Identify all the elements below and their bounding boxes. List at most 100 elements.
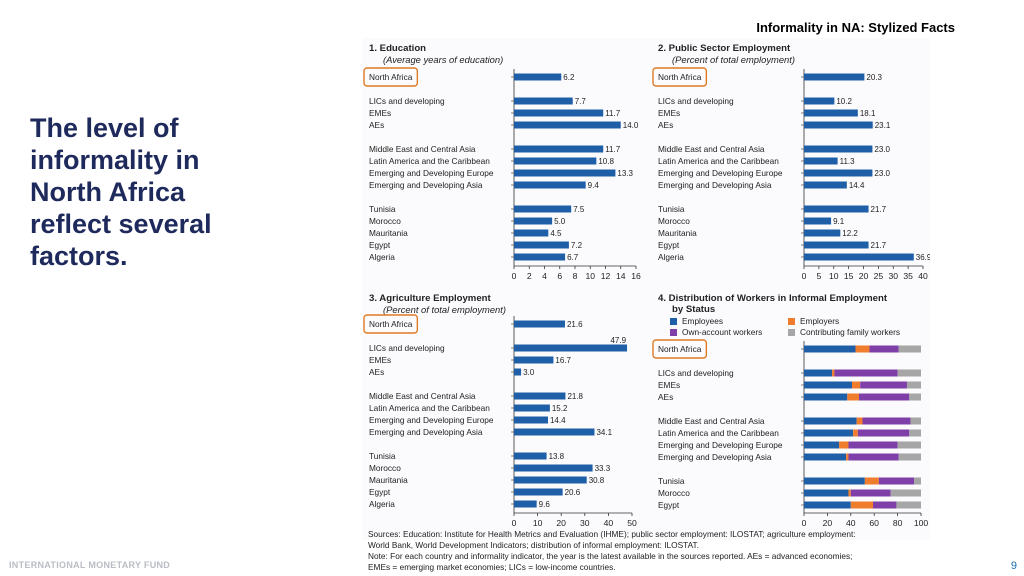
x-tick-label: 0 <box>512 271 517 281</box>
x-tick-label: 15 <box>844 271 854 281</box>
data-label: 13.8 <box>549 452 565 461</box>
headline-line: reflect several <box>30 209 212 239</box>
bar <box>514 392 566 400</box>
x-tick-label: 30 <box>888 271 898 281</box>
bar-own-account-workers <box>862 417 911 425</box>
category-label-north-africa: North Africa <box>369 319 413 329</box>
chart-subtitle: (Percent of total employment) <box>672 54 795 65</box>
legend-swatch-own-account-workers <box>670 329 677 336</box>
data-label: 9.4 <box>588 181 600 190</box>
highlight-box <box>363 67 419 87</box>
x-tick-label: 30 <box>580 518 590 528</box>
category-label-north-africa: North Africa <box>369 72 413 82</box>
bar-employers <box>864 477 879 485</box>
data-label: 12.2 <box>842 229 858 238</box>
bar-employees <box>804 345 856 353</box>
category-label-morocco: Morocco <box>369 216 401 226</box>
bar <box>514 241 569 249</box>
legend-label: Employers <box>800 316 839 326</box>
category-label-emerging-and-developing-europe: Emerging and Developing Europe <box>369 415 494 425</box>
category-label-emerging-and-developing-europe: Emerging and Developing Europe <box>369 168 494 178</box>
data-label: 6.7 <box>567 253 579 262</box>
bar <box>514 356 554 364</box>
bar-employees <box>804 441 840 449</box>
data-label: 7.5 <box>573 205 585 214</box>
chart-title: 2. Public Sector Employment <box>658 43 791 54</box>
x-tick-label: 14 <box>616 271 626 281</box>
bar-contributing-family-workers <box>906 381 921 389</box>
chart-subtitle: (Percent of total employment) <box>383 304 506 315</box>
bar <box>514 344 628 352</box>
bar-contributing-family-workers <box>898 345 921 353</box>
bar-contributing-family-workers <box>897 369 921 377</box>
bar-own-account-workers <box>878 477 914 485</box>
bar <box>514 145 604 153</box>
x-tick-label: 10 <box>829 271 839 281</box>
highlight-box <box>652 339 708 359</box>
data-label: 10.2 <box>836 97 852 106</box>
bar-employers <box>847 393 859 401</box>
bar <box>514 320 565 328</box>
category-label-emes: EMEs <box>369 108 391 118</box>
data-label: 47.9 <box>610 336 626 345</box>
data-label: 7.2 <box>571 241 583 250</box>
bar-contributing-family-workers <box>898 453 921 461</box>
category-label-emerging-and-developing-asia: Emerging and Developing Asia <box>369 427 483 437</box>
bar <box>514 500 537 508</box>
bar-employers <box>853 429 858 437</box>
data-label: 7.7 <box>575 97 587 106</box>
highlight-box <box>652 67 708 87</box>
category-label-emes: EMEs <box>658 108 680 118</box>
legend-swatch-employers <box>788 318 795 325</box>
category-label-algeria: Algeria <box>658 252 684 262</box>
data-label: 33.3 <box>595 464 611 473</box>
bar <box>804 97 835 105</box>
bar <box>514 428 595 436</box>
bar-employees <box>804 489 849 497</box>
data-label: 11.3 <box>840 157 856 166</box>
data-label: 23.1 <box>875 121 891 130</box>
sources-note: Sources: Education: Institute for Health… <box>368 529 928 573</box>
category-label-egypt: Egypt <box>369 240 391 250</box>
bar-employees <box>804 429 854 437</box>
headline-line: The level of <box>30 113 179 143</box>
data-label: 11.7 <box>605 109 621 118</box>
bar-own-account-workers <box>834 369 898 377</box>
bar-own-account-workers <box>858 393 910 401</box>
category-label-mauritania: Mauritania <box>658 228 697 238</box>
chart-title: 3. Agriculture Employment <box>369 293 492 304</box>
sources-line: EMEs = emerging market economies; LICs =… <box>368 562 616 572</box>
bar <box>514 452 547 460</box>
page-number: 9 <box>1010 560 1017 572</box>
data-label: 16.7 <box>555 356 571 365</box>
data-label: 3.0 <box>523 368 535 377</box>
data-label: 11.7 <box>605 145 621 154</box>
x-tick-label: 16 <box>631 271 641 281</box>
category-label-aes: AEs <box>658 120 673 130</box>
bar-own-account-workers <box>869 345 899 353</box>
headline: The level of informality in North Africa… <box>30 112 330 272</box>
category-label-emerging-and-developing-europe: Emerging and Developing Europe <box>658 168 783 178</box>
bar <box>804 217 832 225</box>
bar-employers <box>850 501 874 509</box>
category-label-north-africa: North Africa <box>658 72 702 82</box>
bar <box>514 368 522 376</box>
category-label-latin-america-and-the-caribbean: Latin America and the Caribbean <box>658 428 779 438</box>
sources-line: World Bank, World Development Indicators… <box>368 540 699 550</box>
bar-employers <box>839 441 849 449</box>
bar <box>514 416 548 424</box>
data-label: 10.8 <box>598 157 614 166</box>
data-label: 36.9 <box>916 253 930 262</box>
x-tick-label: 60 <box>869 518 879 528</box>
bar <box>514 464 593 472</box>
category-label-aes: AEs <box>369 120 384 130</box>
category-label-emerging-and-developing-asia: Emerging and Developing Asia <box>658 452 772 462</box>
x-tick-label: 40 <box>918 271 928 281</box>
category-label-morocco: Morocco <box>369 463 401 473</box>
category-label-aes: AEs <box>658 392 673 402</box>
legend-label: Employees <box>682 316 723 326</box>
bar <box>514 73 562 81</box>
bar <box>804 109 858 117</box>
x-tick-label: 40 <box>604 518 614 528</box>
category-label-emes: EMEs <box>658 380 680 390</box>
